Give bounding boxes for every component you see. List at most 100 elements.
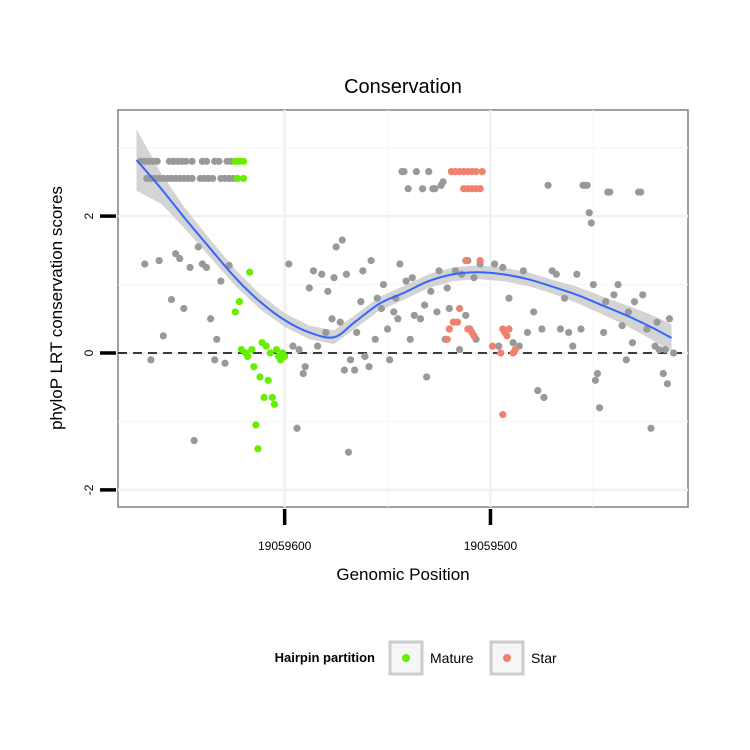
legend-title: Hairpin partition <box>275 650 375 665</box>
data-point-star <box>499 410 507 419</box>
data-point <box>587 219 595 227</box>
data-point-star <box>472 168 480 176</box>
data-point <box>544 181 552 189</box>
data-point <box>421 301 429 309</box>
data-point <box>180 304 188 313</box>
data-point <box>377 304 385 313</box>
data-point <box>359 267 367 275</box>
data-point <box>209 174 217 183</box>
data-point <box>534 387 542 395</box>
data-point <box>418 185 427 193</box>
data-point <box>412 168 420 176</box>
data-point <box>332 243 340 251</box>
data-point <box>295 345 303 354</box>
data-point-mature <box>246 268 254 276</box>
data-point-mature <box>252 421 260 429</box>
data-point-star <box>478 168 486 176</box>
data-point <box>386 356 394 364</box>
data-point <box>639 291 647 299</box>
y-tick-label: 2 <box>82 212 96 219</box>
data-point-mature <box>270 400 278 408</box>
data-point-mature <box>281 352 289 361</box>
data-point <box>221 359 229 367</box>
y-tick-label: -2 <box>82 484 96 495</box>
data-point <box>573 270 581 278</box>
data-point-star <box>505 325 513 333</box>
data-point-star <box>445 325 453 333</box>
data-point <box>653 318 661 326</box>
data-point <box>351 366 359 374</box>
trend-line <box>135 159 673 339</box>
data-point-star <box>503 332 511 340</box>
data-point <box>600 328 608 337</box>
data-point <box>322 328 330 337</box>
data-point-mature <box>235 298 244 306</box>
data-point <box>400 168 408 176</box>
data-point <box>618 322 626 330</box>
data-point <box>589 280 597 289</box>
x-tick-label: 19059600 <box>258 539 312 553</box>
data-point <box>314 342 322 350</box>
data-point <box>610 291 618 299</box>
data-point-mature <box>272 345 281 354</box>
data-point <box>305 284 313 292</box>
data-point <box>509 339 517 347</box>
legend-dot-star <box>503 654 511 662</box>
data-point <box>624 308 632 316</box>
data-point <box>147 356 155 364</box>
axis-ticks: -2 0 2 19059600 19059500 <box>82 212 517 553</box>
data-point <box>659 369 667 378</box>
data-point <box>591 376 600 384</box>
data-point-star <box>511 345 519 354</box>
data-point <box>427 287 435 295</box>
data-point <box>357 298 365 306</box>
data-point <box>217 277 225 285</box>
data-point <box>379 280 388 289</box>
data-point <box>665 315 674 323</box>
data-point <box>538 325 546 333</box>
data-point <box>435 267 443 275</box>
data-point <box>299 369 307 378</box>
data-point <box>404 185 412 193</box>
data-point <box>361 352 369 361</box>
data-point <box>344 448 353 456</box>
x-axis-label: Genomic Position <box>336 565 469 584</box>
data-point <box>495 342 503 350</box>
data-point <box>593 369 602 378</box>
y-tick-label: 0 <box>82 349 96 356</box>
data-point <box>186 263 194 272</box>
data-point <box>462 311 470 319</box>
points-layer <box>137 157 678 456</box>
data-point-mature <box>244 352 252 361</box>
data-point <box>346 356 355 364</box>
data-point-star <box>476 185 484 193</box>
data-point <box>188 157 196 165</box>
data-point <box>565 328 573 337</box>
data-point-star <box>453 318 462 326</box>
data-point <box>176 254 184 263</box>
data-point <box>585 209 593 217</box>
data-point <box>643 325 651 333</box>
data-point <box>410 311 418 319</box>
data-point <box>490 260 499 268</box>
data-point <box>499 263 507 272</box>
data-point-star <box>455 304 464 313</box>
data-point-mature <box>233 174 241 183</box>
data-point <box>396 260 404 268</box>
data-point <box>655 345 663 354</box>
data-point <box>167 296 176 304</box>
data-point <box>530 308 538 316</box>
data-point <box>523 328 532 337</box>
data-point <box>606 188 614 196</box>
legend-key-mature <box>388 640 424 676</box>
data-point-mature <box>239 174 248 183</box>
data-point <box>206 315 215 323</box>
data-point-star <box>488 342 497 350</box>
data-point <box>628 339 637 347</box>
data-point <box>614 280 622 289</box>
data-point <box>602 298 610 306</box>
data-point <box>383 325 392 333</box>
data-point <box>622 356 630 364</box>
data-point <box>215 157 223 165</box>
